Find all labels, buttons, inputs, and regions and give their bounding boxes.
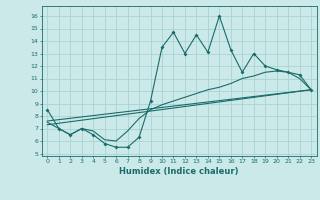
X-axis label: Humidex (Indice chaleur): Humidex (Indice chaleur)	[119, 167, 239, 176]
